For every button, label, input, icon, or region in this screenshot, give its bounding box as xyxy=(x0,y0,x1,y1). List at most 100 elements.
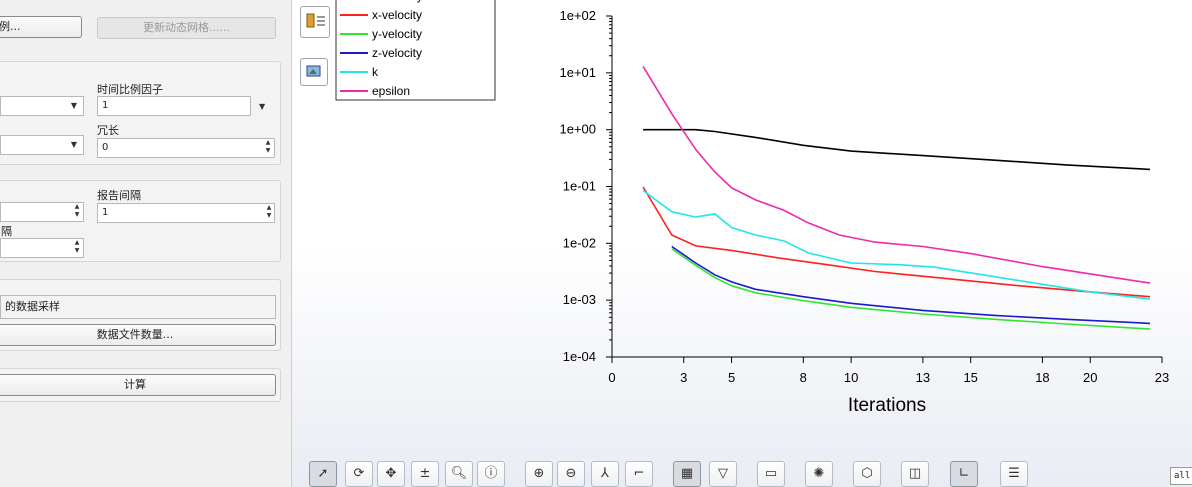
slider-icon: ▭ xyxy=(764,466,778,481)
residuals-legend: continuity x-velocity y-velocity z-velocity… xyxy=(335,0,496,101)
verbosity-spinner[interactable]: ▲ ▼ xyxy=(265,139,271,154)
series-line-continuity xyxy=(643,128,1151,171)
verbosity-input[interactable]: 0 xyxy=(97,138,275,158)
ruler-button[interactable]: ⌐ xyxy=(625,461,653,487)
report-interval-label: 报告间隔 xyxy=(97,189,141,202)
legend-label-x-velocity: x-velocity xyxy=(372,8,422,22)
x-tick-label: 0 xyxy=(608,370,615,385)
mesh-display-icon: ▦ xyxy=(680,466,694,481)
verbosity-label: 冗长 xyxy=(97,124,119,137)
zoom-in-out-icon: ± xyxy=(419,466,431,481)
y-tick-label: 1e-03 xyxy=(563,292,596,307)
slider-button[interactable]: ▭ xyxy=(757,461,785,487)
axis-scale-button[interactable]: ∟ xyxy=(950,461,978,487)
probe-info-button[interactable]: ⓘ xyxy=(477,461,505,487)
iterations-input[interactable] xyxy=(0,202,84,222)
chevron-down-icon: ▼ xyxy=(70,140,77,149)
y-tick-label: 1e+00 xyxy=(559,122,596,137)
zoom-to-fit-button[interactable]: ⊕ xyxy=(525,461,553,487)
legend-label-y-velocity: y-velocity xyxy=(372,27,422,41)
ruler-icon: ⌐ xyxy=(633,466,645,481)
x-tick-label: 10 xyxy=(844,370,858,385)
data-sampling-label: 的数据采样 xyxy=(5,300,60,313)
report-interval-input[interactable]: 1 xyxy=(97,203,275,223)
filter-input[interactable]: all xyxy=(1170,467,1192,485)
data-file-quantity-button[interactable]: 数据文件数量... xyxy=(0,324,276,346)
series-line-y-velocity xyxy=(671,248,1151,330)
cube-view-button[interactable]: ⬡ xyxy=(853,461,881,487)
zoom-out-button[interactable]: ⊖ xyxy=(557,461,585,487)
view-options-button[interactable]: ▽ xyxy=(709,461,737,487)
mesh-display-button[interactable]: ▦ xyxy=(673,461,701,487)
y-tick-label: 1e-04 xyxy=(563,349,596,364)
rotate-icon: ⟳ xyxy=(353,466,365,481)
y-tick-label: 1e-02 xyxy=(563,235,596,250)
time-scale-factor-label: 时间比例因子 xyxy=(97,83,163,96)
report-icon: ☰ xyxy=(1008,466,1020,481)
pan-icon: ✥ xyxy=(385,466,397,481)
y-tick-label: 1e+02 xyxy=(559,8,596,23)
legend-label-continuity: continuity xyxy=(372,0,423,3)
y-tick-label: 1e+01 xyxy=(559,65,596,80)
pan-button[interactable]: ✥ xyxy=(377,461,405,487)
legend-label-k: k xyxy=(372,65,379,79)
axes-orient-icon: ⅄ xyxy=(601,466,609,481)
task-panel: 例... 更新动态网格...... ▼ 时间比例因子 1 ▼ ▼ 冗长 0 ▲ ▼… xyxy=(0,0,292,487)
data-sampling-checkbox-row[interactable]: 的数据采样 xyxy=(0,295,276,319)
calculate-button[interactable]: 计算 xyxy=(0,374,276,396)
rotate-button[interactable]: ⟳ xyxy=(345,461,373,487)
y-tick-label: 1e-01 xyxy=(563,179,596,194)
legend-label-z-velocity: z-velocity xyxy=(372,46,422,60)
time-scale-factor-input[interactable]: 1 xyxy=(97,96,251,116)
x-tick-label: 23 xyxy=(1155,370,1169,385)
report-button[interactable]: ☰ xyxy=(1000,461,1028,487)
view-options-icon: ▽ xyxy=(718,466,728,481)
iterations-spinner[interactable]: ▲ ▼ xyxy=(74,203,80,218)
profile-update-interval-spinner[interactable]: ▲ ▼ xyxy=(74,239,80,254)
series-line-epsilon xyxy=(642,65,1151,284)
time-method-select[interactable]: ▼ xyxy=(0,96,84,116)
cube-view-icon: ⬡ xyxy=(861,466,873,481)
report-settings-group: ▲ ▼ 报告间隔 1 ▲ ▼ 隔 ▲ ▼ xyxy=(0,180,281,262)
chevron-down-icon: ▼ xyxy=(70,101,77,110)
series-line-k xyxy=(642,189,1151,300)
x-tick-label: 8 xyxy=(800,370,807,385)
series-line-z-velocity xyxy=(671,245,1151,325)
zoom-in-out-button[interactable]: ± xyxy=(411,461,439,487)
x-tick-label: 5 xyxy=(728,370,735,385)
x-tick-label: 15 xyxy=(963,370,977,385)
lighting-button[interactable]: ✺ xyxy=(805,461,833,487)
layers-button[interactable]: ◫ xyxy=(901,461,929,487)
residuals-chart: 1e+02 1e+01 1e+00 1e-01 1e-02 1e-03 1e-04 0 3 5 8 1… xyxy=(335,0,1169,416)
series-line-x-velocity xyxy=(642,186,1151,298)
panel-toggle-icon xyxy=(306,13,325,28)
axis-scale-icon: ∟ xyxy=(958,466,970,481)
zoom-out-icon: ⊖ xyxy=(565,466,577,481)
time-setting-select[interactable]: ▼ xyxy=(0,135,84,155)
select-arrow-icon: ➚ xyxy=(317,466,329,481)
lighting-icon: ✺ xyxy=(813,466,825,481)
x-axis-label: Iterations xyxy=(848,395,926,416)
scene-manager-button[interactable] xyxy=(300,58,328,86)
report-interval-spinner[interactable]: ▲ ▼ xyxy=(266,204,272,219)
interval-label: 隔 xyxy=(1,225,12,238)
zoom-button[interactable]: 🔍︎ xyxy=(445,461,473,487)
scene-icon xyxy=(306,65,321,77)
x-tick-label: 13 xyxy=(916,370,930,385)
probe-info-icon: ⓘ xyxy=(484,466,498,481)
legend-label-epsilon: epsilon xyxy=(372,84,410,98)
profile-update-interval-input[interactable] xyxy=(0,238,84,258)
x-tick-label: 18 xyxy=(1035,370,1049,385)
select-arrow-button[interactable]: ➚ xyxy=(309,461,337,487)
legend-box xyxy=(335,0,496,101)
layers-icon: ◫ xyxy=(908,466,922,481)
zoom-icon: 🔍︎ xyxy=(450,466,468,481)
tree-toggle-button[interactable] xyxy=(300,6,330,38)
chevron-down-icon[interactable]: ▼ xyxy=(259,102,266,111)
update-dynamic-mesh-button[interactable]: 更新动态网格...... xyxy=(97,17,276,39)
x-tick-label: 3 xyxy=(680,370,687,385)
scale-button[interactable]: 例... xyxy=(0,16,82,38)
zoom-to-fit-icon: ⊕ xyxy=(533,466,545,481)
axes-orient-button[interactable]: ⅄ xyxy=(591,461,619,487)
time-settings-group: ▼ 时间比例因子 1 ▼ ▼ 冗长 0 ▲ ▼ xyxy=(0,61,281,165)
